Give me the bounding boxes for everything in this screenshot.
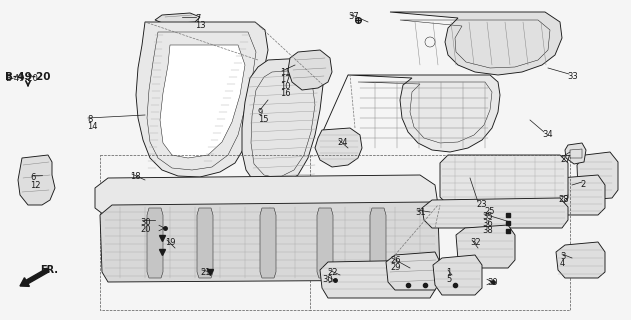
Polygon shape bbox=[456, 225, 515, 268]
Text: 14: 14 bbox=[87, 122, 98, 131]
Polygon shape bbox=[260, 208, 276, 278]
Text: 34: 34 bbox=[542, 130, 553, 139]
Polygon shape bbox=[440, 155, 568, 205]
Polygon shape bbox=[577, 152, 618, 200]
Text: 5: 5 bbox=[446, 275, 451, 284]
Text: 28: 28 bbox=[558, 195, 569, 204]
Text: 12: 12 bbox=[30, 181, 40, 190]
Text: 35: 35 bbox=[482, 212, 493, 221]
Text: 9: 9 bbox=[258, 108, 263, 117]
Text: 11: 11 bbox=[280, 68, 290, 77]
Text: 26: 26 bbox=[390, 256, 401, 265]
Text: 23: 23 bbox=[476, 200, 487, 209]
Polygon shape bbox=[242, 58, 323, 188]
FancyArrow shape bbox=[20, 268, 49, 286]
Polygon shape bbox=[422, 198, 568, 228]
Polygon shape bbox=[370, 208, 386, 278]
Polygon shape bbox=[155, 13, 200, 24]
Polygon shape bbox=[136, 22, 268, 177]
Text: 19: 19 bbox=[165, 238, 175, 247]
Text: 22: 22 bbox=[327, 268, 338, 277]
Polygon shape bbox=[386, 252, 440, 290]
Text: 15: 15 bbox=[258, 115, 269, 124]
Polygon shape bbox=[348, 75, 500, 152]
Text: 24: 24 bbox=[337, 138, 348, 147]
Text: B-49-20: B-49-20 bbox=[5, 74, 38, 83]
Text: 25: 25 bbox=[484, 207, 495, 216]
Polygon shape bbox=[315, 128, 362, 167]
Text: FR.: FR. bbox=[40, 265, 58, 275]
Polygon shape bbox=[320, 260, 435, 298]
Polygon shape bbox=[565, 143, 586, 164]
Text: 38: 38 bbox=[482, 226, 493, 235]
Polygon shape bbox=[147, 208, 163, 278]
Text: 32: 32 bbox=[470, 238, 481, 247]
Text: 8: 8 bbox=[87, 115, 92, 124]
Text: 3: 3 bbox=[560, 252, 565, 261]
Polygon shape bbox=[433, 255, 482, 295]
Text: 29: 29 bbox=[390, 263, 401, 272]
Text: 17: 17 bbox=[280, 75, 291, 84]
Text: 30: 30 bbox=[140, 218, 151, 227]
Text: 30: 30 bbox=[487, 278, 498, 287]
Text: 33: 33 bbox=[567, 72, 578, 81]
Text: 37: 37 bbox=[348, 12, 359, 21]
Text: 18: 18 bbox=[130, 172, 141, 181]
Polygon shape bbox=[556, 242, 605, 278]
Text: 13: 13 bbox=[195, 21, 206, 30]
Text: 21: 21 bbox=[200, 268, 211, 277]
Polygon shape bbox=[18, 155, 55, 205]
Text: 1: 1 bbox=[446, 268, 451, 277]
Polygon shape bbox=[288, 50, 332, 90]
Text: 10: 10 bbox=[280, 82, 290, 91]
Text: 30: 30 bbox=[322, 275, 333, 284]
Polygon shape bbox=[160, 45, 245, 158]
Text: 36: 36 bbox=[482, 219, 493, 228]
Text: 7: 7 bbox=[195, 14, 201, 23]
Text: 2: 2 bbox=[580, 180, 585, 189]
Text: 31: 31 bbox=[415, 208, 426, 217]
Polygon shape bbox=[317, 208, 333, 278]
Text: 16: 16 bbox=[280, 89, 291, 98]
Polygon shape bbox=[95, 175, 438, 218]
Text: 27: 27 bbox=[560, 155, 570, 164]
Polygon shape bbox=[553, 175, 605, 215]
Text: B-49-20: B-49-20 bbox=[5, 72, 50, 82]
Polygon shape bbox=[390, 12, 562, 75]
Text: 20: 20 bbox=[140, 225, 151, 234]
Text: 6: 6 bbox=[30, 173, 35, 182]
Polygon shape bbox=[197, 208, 213, 278]
Polygon shape bbox=[100, 202, 440, 282]
Text: 4: 4 bbox=[560, 259, 565, 268]
